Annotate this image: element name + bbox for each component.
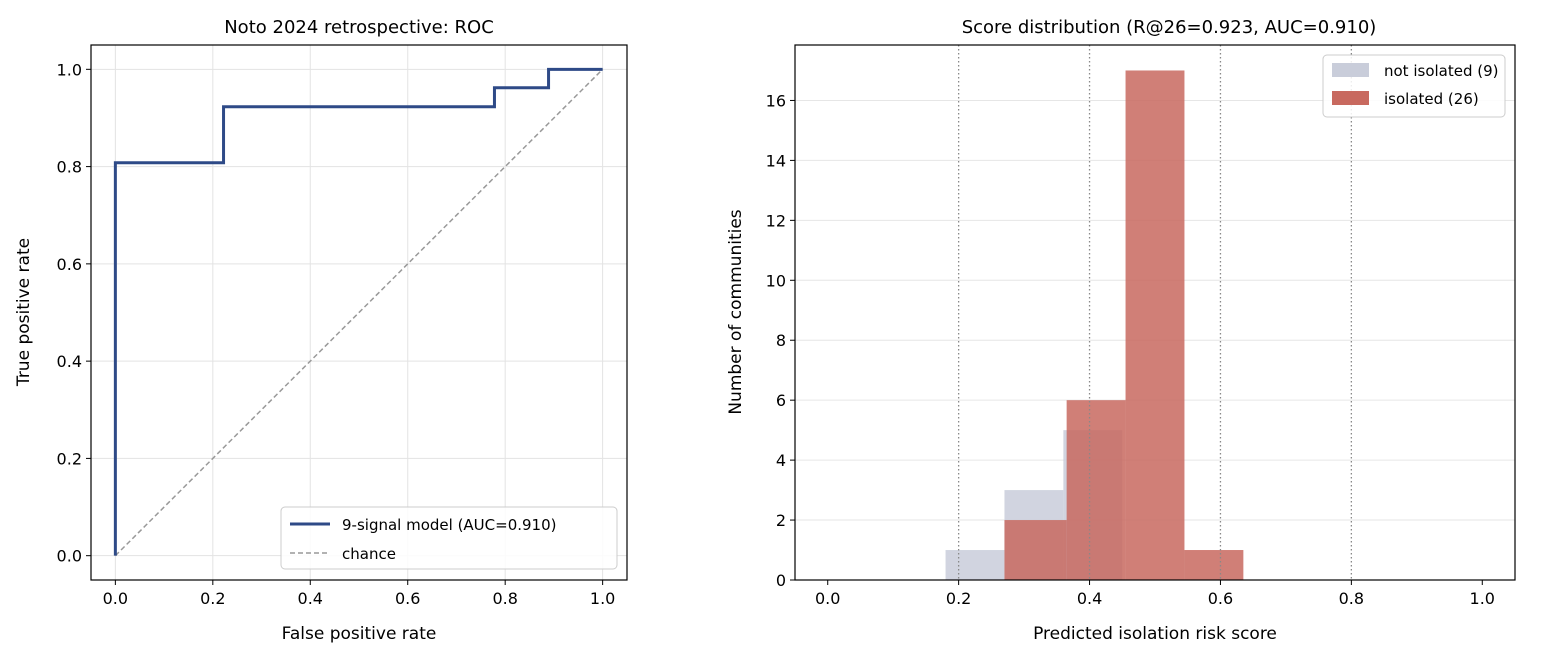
roc-x-ticks: 0.0 0.2 0.4 0.6 0.8 1.0 bbox=[103, 580, 615, 608]
roc-legend: 9-signal model (AUC=0.910) chance bbox=[280, 506, 618, 570]
roc-y-tick-label: 0.4 bbox=[57, 352, 82, 371]
hist-x-tick-label: 1.0 bbox=[1470, 589, 1495, 608]
hist-y-tick-label: 8 bbox=[776, 331, 786, 350]
roc-legend-label-model: 9-signal model (AUC=0.910) bbox=[342, 516, 557, 534]
roc-grid bbox=[91, 45, 627, 580]
hist-x-ticks: 0.0 0.2 0.4 0.6 0.8 1.0 bbox=[815, 580, 1495, 608]
roc-y-tick-label: 0.8 bbox=[57, 158, 82, 177]
hist-x-tick-label: 0.4 bbox=[1077, 589, 1102, 608]
roc-y-tick-label: 0.0 bbox=[57, 547, 82, 566]
roc-plot-frame bbox=[90, 44, 628, 581]
hist-threshold-lines bbox=[957, 45, 1353, 580]
hist-y-tick-label: 6 bbox=[776, 391, 786, 410]
hist-y-tick-label: 2 bbox=[776, 511, 786, 530]
roc-x-axis-label: False positive rate bbox=[282, 624, 437, 644]
roc-series-chance bbox=[114, 68, 604, 557]
hist-title: Score distribution (R@26=0.923, AUC=0.91… bbox=[962, 17, 1377, 38]
hist-x-tick-label: 0.6 bbox=[1208, 589, 1233, 608]
roc-chart: Noto 2024 retrospective: ROC 0.0 0.2 0.4 0.… bbox=[14, 17, 628, 644]
hist-y-tick-label: 10 bbox=[766, 271, 786, 290]
hist-y-tick-label: 16 bbox=[766, 91, 786, 110]
hist-bar-isolated bbox=[1184, 550, 1244, 580]
hist-legend-label-not-isolated: not isolated (9) bbox=[1384, 62, 1499, 80]
roc-x-tick-label: 0.2 bbox=[200, 589, 225, 608]
roc-y-tick-label: 0.2 bbox=[57, 449, 82, 468]
hist-bar-isolated bbox=[1125, 70, 1185, 580]
roc-y-tick-label: 1.0 bbox=[57, 60, 82, 79]
roc-y-tick-label: 0.6 bbox=[57, 255, 82, 274]
hist-y-tick-label: 14 bbox=[766, 151, 786, 170]
hist-legend-swatch-isolated bbox=[1332, 91, 1369, 105]
hist-legend-label-isolated: isolated (26) bbox=[1384, 90, 1479, 108]
hist-bar-isolated bbox=[1004, 520, 1067, 580]
hist-bars bbox=[945, 70, 1244, 580]
hist-y-ticks: 0 2 4 6 8 10 12 14 16 bbox=[766, 91, 795, 590]
hist-x-tick-label: 0.8 bbox=[1339, 589, 1364, 608]
roc-x-tick-label: 0.4 bbox=[298, 589, 323, 608]
roc-y-axis-label: True positive rate bbox=[14, 238, 34, 387]
roc-series-model bbox=[113, 67, 603, 556]
hist-x-tick-label: 0.0 bbox=[815, 589, 840, 608]
hist-x-tick-label: 0.2 bbox=[946, 589, 971, 608]
roc-legend-box bbox=[280, 506, 618, 570]
hist-y-tick-label: 4 bbox=[776, 451, 786, 470]
hist-y-tick-label: 12 bbox=[766, 211, 786, 230]
hist-bar-not-isolated bbox=[945, 550, 1005, 580]
hist-y-axis-label: Number of communities bbox=[726, 209, 746, 414]
roc-x-tick-label: 1.0 bbox=[590, 589, 615, 608]
hist-plot-frame bbox=[794, 44, 1516, 581]
roc-y-ticks: 0.0 0.2 0.4 0.6 0.8 1.0 bbox=[57, 60, 91, 566]
score-histogram-chart: Score distribution (R@26=0.923, AUC=0.91… bbox=[726, 17, 1516, 644]
hist-y-tick-label: 0 bbox=[776, 571, 786, 590]
roc-legend-label-chance: chance bbox=[342, 545, 396, 563]
roc-x-tick-label: 0.8 bbox=[492, 589, 517, 608]
hist-x-axis-label: Predicted isolation risk score bbox=[1033, 624, 1277, 644]
hist-bar-isolated bbox=[1066, 400, 1126, 580]
roc-lines bbox=[113, 67, 604, 557]
roc-title: Noto 2024 retrospective: ROC bbox=[224, 17, 494, 38]
roc-x-tick-label: 0.0 bbox=[103, 589, 128, 608]
hist-legend: not isolated (9) isolated (26) bbox=[1322, 54, 1506, 118]
roc-x-tick-label: 0.6 bbox=[395, 589, 420, 608]
hist-legend-swatch-not-isolated bbox=[1332, 63, 1369, 77]
